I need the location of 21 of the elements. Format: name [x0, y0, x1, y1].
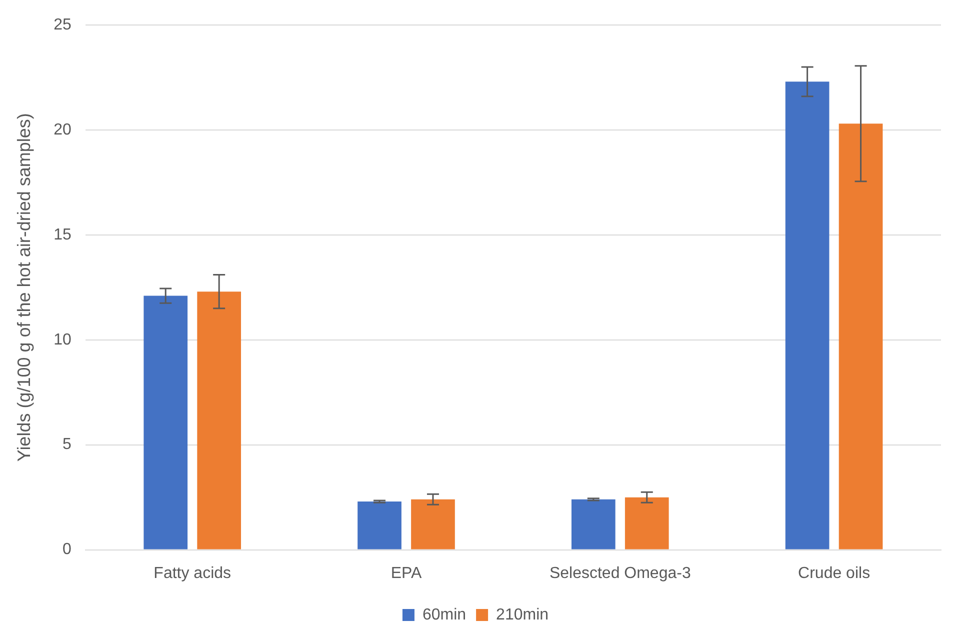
y-tick-label: 0 [62, 541, 72, 558]
x-tick-label: Fatty acids [154, 564, 232, 582]
y-tick-label: 5 [62, 436, 72, 454]
bar [838, 124, 883, 550]
y-axis-title: Yields (g/100 g of the hot air-dried samples) [14, 113, 34, 462]
bar [197, 292, 242, 550]
y-tick-label: 20 [54, 121, 72, 138]
bar [411, 499, 455, 550]
bar [785, 82, 830, 550]
y-tick-label: 15 [54, 226, 72, 244]
bar [624, 497, 669, 550]
legend-label: 210min [496, 606, 549, 624]
x-tick-label: Crude oils [798, 564, 870, 582]
bar [144, 296, 188, 550]
x-tick-label: EPA [390, 564, 422, 582]
x-tick-label: Selescted Omega-3 [549, 564, 691, 582]
y-tick-label: 10 [54, 331, 72, 348]
bar [358, 502, 402, 550]
legend-label: 60min [422, 606, 466, 624]
bar [571, 499, 616, 550]
y-tick-label: 25 [54, 16, 72, 34]
